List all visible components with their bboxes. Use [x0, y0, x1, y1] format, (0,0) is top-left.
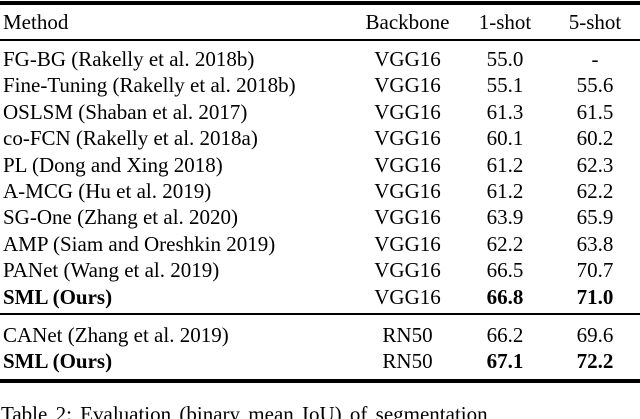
one-shot-cell: 67.1 — [486, 349, 524, 374]
method-cell: CANet (Zhang et al. 2019) — [3, 322, 229, 347]
backbone-cell: VGG16 — [374, 47, 441, 71]
method-cell: A-MCG (Hu et al. 2019) — [3, 178, 212, 203]
table-row: Fine-Tuning (Rakelly et al. 2018b) VGG16… — [0, 72, 640, 98]
method-cell: FG-BG (Rakelly et al. 2018b) — [3, 47, 255, 71]
method-cell: SML (Ours) — [3, 349, 113, 374]
backbone-cell: VGG16 — [374, 152, 441, 177]
one-shot-cell: 55.0 — [486, 47, 524, 71]
five-shot-cell: 55.6 — [576, 73, 614, 98]
five-shot-cell: 61.5 — [576, 99, 614, 124]
table-header-row: Method Backbone 1-shot 5-shot — [0, 5, 640, 39]
method-cell: SG-One (Zhang et al. 2020) — [3, 205, 239, 230]
header-backbone: Backbone — [365, 10, 450, 34]
backbone-cell: VGG16 — [374, 126, 441, 151]
one-shot-cell: 66.2 — [486, 322, 524, 347]
table-bottom-rule — [0, 378, 640, 383]
header-method: Method — [3, 10, 69, 34]
header-five-shot: 5-shot — [568, 10, 622, 34]
one-shot-cell: 63.9 — [486, 205, 524, 230]
one-shot-cell: 62.2 — [486, 231, 524, 256]
five-shot-cell: 71.0 — [576, 284, 614, 309]
method-cell: PANet (Wang et al. 2019) — [3, 258, 220, 283]
table-section-rule — [0, 312, 640, 315]
backbone-cell: VGG16 — [374, 284, 441, 309]
table-row: CANet (Zhang et al. 2019) RN50 66.2 69.6 — [0, 322, 640, 348]
one-shot-cell: 61.3 — [486, 99, 524, 124]
one-shot-cell: 61.2 — [486, 178, 524, 203]
one-shot-cell: 60.1 — [486, 126, 524, 151]
table-section-vgg: FG-BG (Rakelly et al. 2018b) VGG16 55.0 … — [0, 41, 640, 310]
table-section-rn50: CANet (Zhang et al. 2019) RN50 66.2 69.6… — [0, 315, 640, 375]
five-shot-cell: 70.7 — [576, 258, 614, 283]
backbone-cell: VGG16 — [374, 178, 441, 203]
five-shot-cell: - — [591, 47, 599, 71]
method-cell: PL (Dong and Xing 2018) — [3, 152, 223, 177]
table-row: A-MCG (Hu et al. 2019) VGG16 61.2 62.2 — [0, 178, 640, 204]
one-shot-cell: 55.1 — [486, 73, 524, 98]
method-cell: Fine-Tuning (Rakelly et al. 2018b) — [3, 73, 296, 98]
backbone-cell: VGG16 — [374, 231, 441, 256]
one-shot-cell: 66.8 — [486, 284, 524, 309]
backbone-cell: VGG16 — [374, 99, 441, 124]
method-cell: co-FCN (Rakelly et al. 2018a) — [3, 126, 258, 151]
five-shot-cell: 62.2 — [576, 178, 614, 203]
table-row-sml-rn50: SML (Ours) RN50 67.1 72.2 — [0, 348, 640, 374]
one-shot-cell: 66.5 — [486, 258, 524, 283]
table-row: FG-BG (Rakelly et al. 2018b) VGG16 55.0 … — [0, 46, 640, 72]
backbone-cell: RN50 — [382, 349, 433, 374]
five-shot-cell: 65.9 — [576, 205, 614, 230]
backbone-cell: VGG16 — [374, 258, 441, 283]
method-cell: AMP (Siam and Oreshkin 2019) — [3, 231, 276, 256]
table-row: SG-One (Zhang et al. 2020) VGG16 63.9 65… — [0, 204, 640, 230]
backbone-cell: VGG16 — [374, 73, 441, 98]
table-top-rule — [0, 1, 640, 5]
table-row: PL (Dong and Xing 2018) VGG16 61.2 62.3 — [0, 152, 640, 178]
table-row: co-FCN (Rakelly et al. 2018a) VGG16 60.1… — [0, 125, 640, 151]
backbone-cell: VGG16 — [374, 205, 441, 230]
five-shot-cell: 69.6 — [576, 322, 614, 347]
five-shot-cell: 62.3 — [576, 152, 614, 177]
five-shot-cell: 72.2 — [576, 349, 614, 374]
backbone-cell: RN50 — [382, 322, 433, 347]
table-row: PANet (Wang et al. 2019) VGG16 66.5 70.7 — [0, 257, 640, 283]
five-shot-cell: 60.2 — [576, 126, 614, 151]
table-row: AMP (Siam and Oreshkin 2019) VGG16 62.2 … — [0, 231, 640, 257]
table-row: OSLSM (Shaban et al. 2017) VGG16 61.3 61… — [0, 99, 640, 125]
header-one-shot: 1-shot — [478, 10, 532, 34]
method-cell: SML (Ours) — [3, 284, 113, 309]
one-shot-cell: 61.2 — [486, 152, 524, 177]
table-caption: Table 2: Evaluation (binary mean IoU) of… — [1, 401, 488, 419]
method-cell: OSLSM (Shaban et al. 2017) — [3, 99, 248, 124]
table-header-rule — [0, 39, 640, 41]
five-shot-cell: 63.8 — [576, 231, 614, 256]
table-row-sml-vgg: SML (Ours) VGG16 66.8 71.0 — [0, 284, 640, 310]
